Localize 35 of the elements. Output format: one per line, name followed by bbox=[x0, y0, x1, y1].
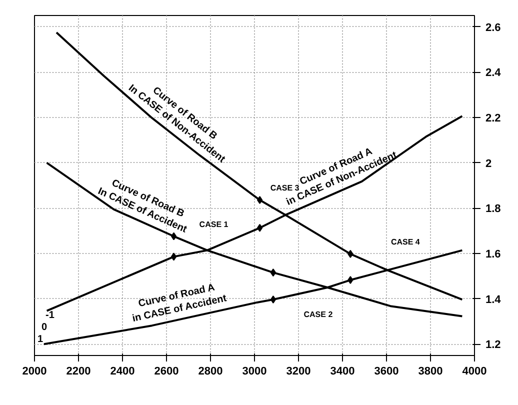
y-tick-label: 1.6 bbox=[486, 248, 501, 260]
annotation: 0 bbox=[42, 322, 48, 333]
x-tick-label: 2200 bbox=[66, 366, 91, 378]
point bbox=[256, 196, 263, 204]
annotation: 1 bbox=[38, 334, 44, 345]
x-tick-label: 3000 bbox=[242, 366, 267, 378]
point bbox=[256, 224, 263, 232]
x-tick-label: 2000 bbox=[22, 366, 47, 378]
x-tick-label: 3400 bbox=[330, 366, 355, 378]
point bbox=[270, 296, 276, 304]
x-tick-label: 2400 bbox=[110, 366, 135, 378]
annotation: CASE 3 bbox=[270, 184, 300, 193]
point bbox=[170, 232, 177, 240]
annotation: -1 bbox=[46, 310, 55, 321]
y-tick-label: 2 bbox=[486, 158, 492, 170]
point bbox=[170, 252, 177, 261]
y-tick-label: 1.8 bbox=[486, 203, 501, 216]
annotation: CASE 2 bbox=[304, 310, 334, 320]
y-tick-label: 2.2 bbox=[486, 112, 501, 124]
annotation: CASE 1 bbox=[199, 220, 229, 229]
x-tick-label: 2800 bbox=[198, 366, 223, 378]
x-tick-label: 3600 bbox=[374, 366, 399, 378]
point bbox=[348, 250, 354, 258]
text: Curve of Road A in CASE of Accident bbox=[131, 282, 228, 325]
y-tick-label: 1.2 bbox=[486, 339, 501, 352]
y-tick-label: 1.4 bbox=[486, 294, 502, 306]
x-tick-label: 3800 bbox=[418, 366, 443, 378]
y-tick-label: 2.6 bbox=[486, 22, 501, 34]
x-tick-label: 3200 bbox=[286, 366, 311, 378]
annotation: CASE 4 bbox=[390, 237, 420, 246]
x-tick-label: 2600 bbox=[154, 366, 179, 378]
y-tick-label: 2.4 bbox=[486, 67, 502, 80]
x-tick-label: 4000 bbox=[462, 366, 487, 378]
point bbox=[270, 268, 276, 277]
point bbox=[348, 276, 354, 284]
